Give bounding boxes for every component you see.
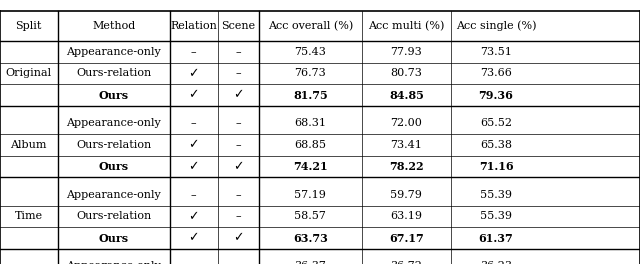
Text: 57.19: 57.19 [294,190,326,200]
Text: 74.21: 74.21 [293,161,328,172]
Text: Original: Original [6,68,52,78]
Text: 63.73: 63.73 [293,233,328,244]
Text: 80.73: 80.73 [390,68,422,78]
Text: Scene: Scene [221,21,255,31]
Text: Acc multi (%): Acc multi (%) [368,21,445,31]
Text: 77.93: 77.93 [390,47,422,57]
Text: 59.79: 59.79 [390,190,422,200]
Text: Ours: Ours [99,89,129,101]
Text: –: – [236,211,241,221]
Text: 84.85: 84.85 [389,89,424,101]
Text: –: – [236,47,241,57]
Text: 36.37: 36.37 [294,261,326,264]
Text: Split: Split [15,21,42,31]
Text: –: – [191,118,196,128]
Text: ✓: ✓ [233,160,244,173]
Text: 58.57: 58.57 [294,211,326,221]
Text: Method: Method [92,21,135,31]
Text: 73.51: 73.51 [480,47,512,57]
Text: Appearance-only: Appearance-only [66,261,161,264]
Text: 36.72: 36.72 [390,261,422,264]
Text: 78.22: 78.22 [389,161,424,172]
Text: 68.31: 68.31 [294,118,326,128]
Text: ✓: ✓ [233,232,244,245]
Text: 55.39: 55.39 [480,211,512,221]
Text: –: – [236,190,241,200]
Text: 61.37: 61.37 [479,233,513,244]
Text: ✓: ✓ [188,67,199,80]
Text: ✓: ✓ [188,210,199,223]
Text: –: – [191,261,196,264]
Text: Ours-relation: Ours-relation [76,211,151,221]
Text: Time: Time [15,211,43,221]
Text: Appearance-only: Appearance-only [66,190,161,200]
Text: 63.19: 63.19 [390,211,422,221]
Text: 71.16: 71.16 [479,161,513,172]
Text: 65.38: 65.38 [480,140,512,150]
Text: ✓: ✓ [188,160,199,173]
Text: 81.75: 81.75 [293,89,328,101]
Text: 67.17: 67.17 [389,233,424,244]
Text: 36.23: 36.23 [480,261,512,264]
Text: 55.39: 55.39 [480,190,512,200]
Text: ✓: ✓ [188,88,199,102]
Text: 73.66: 73.66 [480,68,512,78]
Text: Appearance-only: Appearance-only [66,118,161,128]
Text: –: – [236,118,241,128]
Text: 76.73: 76.73 [294,68,326,78]
Text: –: – [236,140,241,150]
Text: 72.00: 72.00 [390,118,422,128]
Text: ✓: ✓ [188,232,199,245]
Text: 75.43: 75.43 [294,47,326,57]
Text: ✓: ✓ [233,88,244,102]
Text: 68.85: 68.85 [294,140,326,150]
Text: Relation: Relation [170,21,217,31]
Text: ✓: ✓ [188,138,199,152]
Text: –: – [236,68,241,78]
Text: 65.52: 65.52 [480,118,512,128]
Text: Ours-relation: Ours-relation [76,68,151,78]
Text: Album: Album [10,140,47,150]
Text: –: – [191,47,196,57]
Text: Ours-relation: Ours-relation [76,140,151,150]
Text: –: – [236,261,241,264]
Text: Appearance-only: Appearance-only [66,47,161,57]
Text: Ours: Ours [99,233,129,244]
Text: 79.36: 79.36 [479,89,513,101]
Text: Ours: Ours [99,161,129,172]
Text: 73.41: 73.41 [390,140,422,150]
Text: Acc overall (%): Acc overall (%) [268,21,353,31]
Text: –: – [191,190,196,200]
Text: Acc single (%): Acc single (%) [456,20,536,31]
